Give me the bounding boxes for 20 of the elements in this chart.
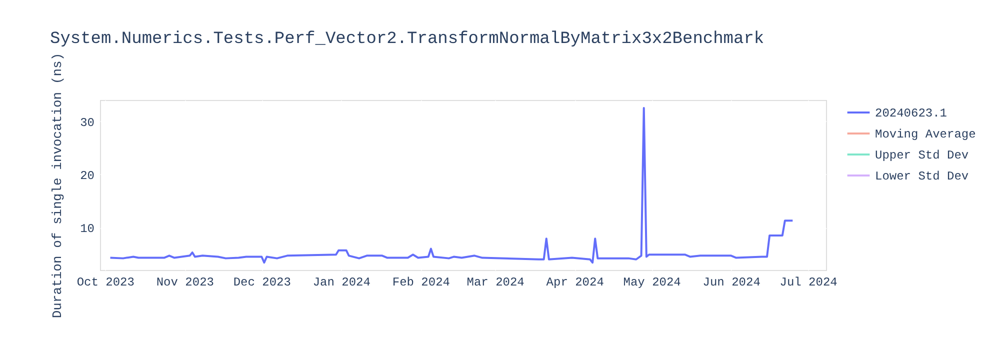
line-series	[109, 106, 794, 264]
x-tick-label: Jul 2024	[780, 276, 838, 290]
y-tick-label: 10	[80, 222, 94, 236]
x-tick-label: Feb 2024	[392, 276, 450, 290]
x-tick-label: Jun 2024	[702, 276, 760, 290]
legend-label: Upper Std Dev	[875, 148, 969, 162]
legend-label: 20240623.1	[875, 106, 948, 120]
x-tick-label: Oct 2023	[76, 276, 134, 290]
y-tick-label: 30	[80, 116, 94, 130]
legend-label: Lower Std Dev	[875, 170, 969, 184]
y-axis-title: Duration of single invocation (ns)	[50, 52, 66, 318]
y-tick-label: 20	[80, 168, 94, 183]
x-tick-label: Dec 2023	[233, 276, 291, 290]
x-tick-label: Mar 2024	[466, 276, 524, 290]
legend-label: Moving Average	[875, 128, 976, 142]
chart-title: System.Numerics.Tests.Perf_Vector2.TransformNormalByMatrix3x2Benchmark	[50, 30, 764, 49]
x-tick-label: May 2024	[623, 276, 681, 290]
x-tick-label: Jan 2024	[312, 276, 370, 290]
x-tick-label: Apr 2024	[546, 276, 604, 290]
x-tick-label: Nov 2023	[156, 276, 214, 290]
